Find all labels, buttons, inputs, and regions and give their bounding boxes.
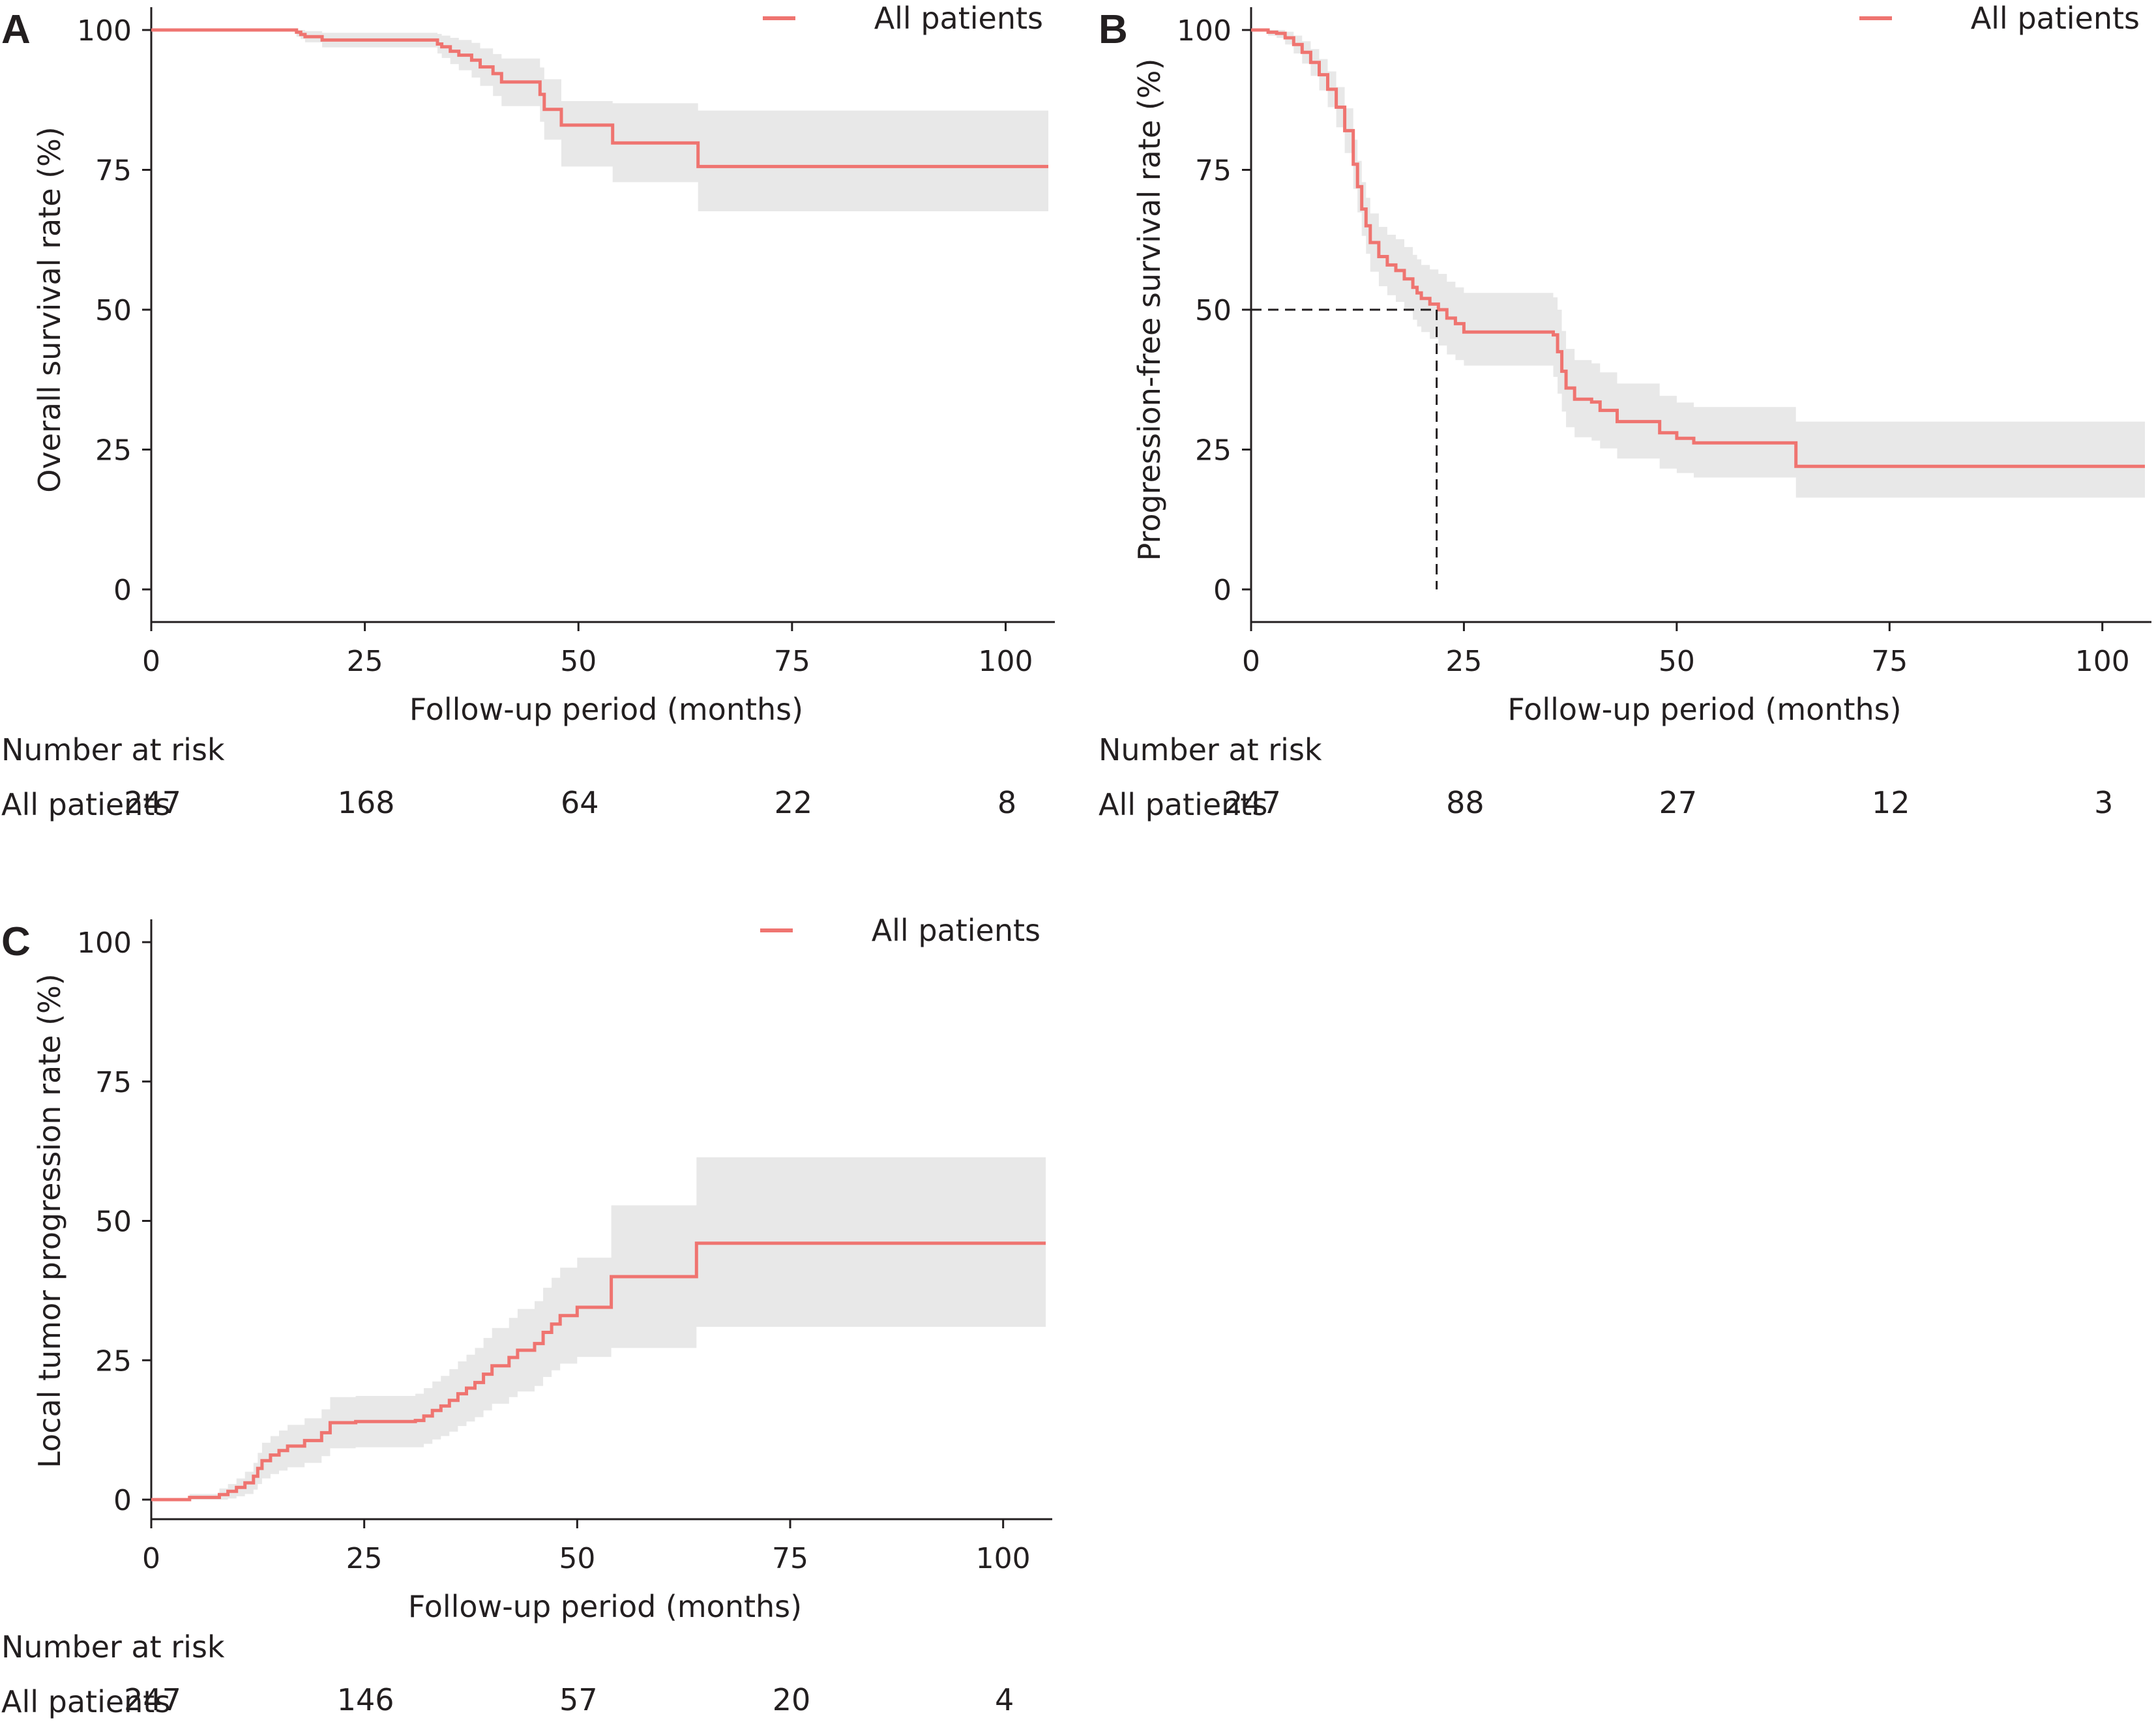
series-line-all-patients (151, 28, 1048, 168)
risk-count: 4 (995, 1682, 1014, 1717)
risk-count: 57 (559, 1682, 598, 1717)
y-axis-title: Overall survival rate (%) (32, 126, 67, 493)
risk-table-title: Number at risk (1, 732, 225, 767)
y-tick-label: 100 (77, 14, 132, 48)
x-tick-label: 50 (559, 1542, 595, 1575)
risk-table-title: Number at risk (1099, 732, 1322, 767)
y-tick-label: 50 (95, 294, 132, 327)
y-tick-label: 25 (95, 1344, 132, 1378)
risk-count: 12 (1872, 785, 1910, 820)
x-tick-label: 100 (2075, 645, 2130, 678)
confidence-band (151, 1157, 1046, 1500)
y-tick-label: 75 (1195, 155, 1232, 188)
panel-label: A (1, 7, 31, 52)
legend-label: All patients (1971, 1, 2140, 36)
y-tick-label: 50 (95, 1206, 132, 1239)
panel-a: 0 25 50 75 100 0 25 50 75 100 Follow-up period (mo… (1, 1, 1055, 822)
x-tick-label: 50 (560, 645, 597, 678)
y-tick-label: 25 (1195, 434, 1232, 467)
series-line-all-patients (151, 1241, 1046, 1502)
y-tick-label: 0 (113, 1484, 132, 1517)
y-tick-label: 0 (1213, 574, 1232, 607)
x-tick-label: 75 (774, 645, 810, 678)
risk-count: 247 (124, 785, 181, 820)
x-tick-label: 100 (976, 1542, 1031, 1575)
x-tick-label: 75 (1871, 645, 1908, 678)
x-tick-label: 25 (1445, 645, 1482, 678)
risk-count: 20 (773, 1682, 811, 1717)
y-tick-label: 50 (1195, 294, 1232, 327)
y-axis-title: Progression-free survival rate (%) (1132, 59, 1167, 561)
x-tick-label: 50 (1659, 645, 1695, 678)
risk-count: 88 (1446, 785, 1484, 820)
y-tick-label: 25 (95, 434, 132, 467)
legend-label: All patients (872, 913, 1041, 948)
risk-table-row-label: All patients (1099, 787, 1267, 822)
panel-label: C (1, 919, 31, 964)
series-line-all-patients (1251, 28, 2145, 468)
risk-count: 27 (1659, 785, 1698, 820)
y-tick-label: 100 (77, 927, 132, 960)
panel-c: 0 25 50 75 100 0 25 50 75 100 Follow-up period (mo… (1, 913, 1052, 1719)
y-tick-label: 0 (113, 574, 132, 607)
x-tick-label: 0 (1242, 645, 1260, 678)
risk-count: 3 (2094, 785, 2113, 820)
risk-count: 22 (775, 785, 813, 820)
panel-label: B (1099, 7, 1128, 52)
x-axis-title: Follow-up period (months) (409, 692, 803, 727)
risk-table-row-label: All patients (1, 787, 170, 822)
x-tick-label: 100 (978, 645, 1033, 678)
risk-count: 247 (124, 1682, 181, 1717)
x-tick-label: 0 (142, 645, 160, 678)
x-axis-title: Follow-up period (months) (408, 1589, 802, 1624)
risk-count: 146 (337, 1682, 394, 1717)
panel-b: 0 25 50 75 100 0 25 50 75 100 Follow-up period (mo… (1099, 1, 2151, 822)
risk-table-row-label: All patients (1, 1684, 170, 1719)
risk-count: 8 (997, 785, 1016, 820)
risk-count: 64 (561, 785, 599, 820)
x-tick-label: 0 (142, 1542, 160, 1575)
risk-count: 247 (1224, 785, 1281, 820)
y-tick-label: 75 (95, 155, 132, 188)
y-axis-title: Local tumor progression rate (%) (32, 973, 67, 1468)
risk-count: 168 (338, 785, 395, 820)
risk-table-title: Number at risk (1, 1629, 225, 1665)
x-tick-label: 25 (347, 645, 383, 678)
x-axis-title: Follow-up period (months) (1507, 692, 1901, 727)
y-tick-label: 100 (1177, 14, 1232, 48)
y-tick-label: 75 (95, 1066, 132, 1099)
confidence-band (151, 30, 1048, 211)
x-tick-label: 25 (346, 1542, 383, 1575)
legend-label: All patients (874, 1, 1043, 36)
x-tick-label: 75 (772, 1542, 808, 1575)
confidence-band (1251, 30, 2145, 498)
